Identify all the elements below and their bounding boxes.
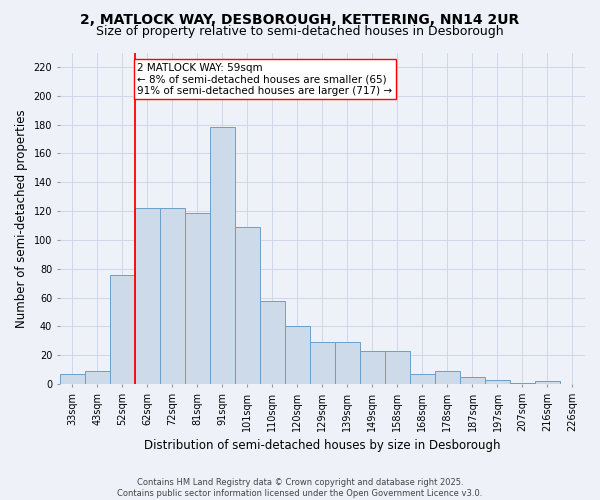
Text: 2 MATLOCK WAY: 59sqm
← 8% of semi-detached houses are smaller (65)
91% of semi-d: 2 MATLOCK WAY: 59sqm ← 8% of semi-detach… [137, 62, 392, 96]
Text: 2, MATLOCK WAY, DESBOROUGH, KETTERING, NN14 2UR: 2, MATLOCK WAY, DESBOROUGH, KETTERING, N… [80, 12, 520, 26]
Bar [160, 208, 185, 384]
Bar [385, 351, 410, 384]
Bar [360, 351, 385, 384]
Bar [210, 128, 235, 384]
Bar [260, 300, 285, 384]
Text: Contains HM Land Registry data © Crown copyright and database right 2025.
Contai: Contains HM Land Registry data © Crown c… [118, 478, 482, 498]
Bar [85, 371, 110, 384]
Bar [410, 374, 435, 384]
Text: Size of property relative to semi-detached houses in Desborough: Size of property relative to semi-detach… [96, 25, 504, 38]
Bar [235, 227, 260, 384]
Bar [435, 371, 460, 384]
Bar [285, 326, 310, 384]
Bar [510, 382, 535, 384]
X-axis label: Distribution of semi-detached houses by size in Desborough: Distribution of semi-detached houses by … [144, 440, 500, 452]
Bar [485, 380, 510, 384]
Bar [135, 208, 160, 384]
Bar [535, 382, 560, 384]
Bar [335, 342, 360, 384]
Bar [310, 342, 335, 384]
Bar [110, 274, 135, 384]
Bar [60, 374, 85, 384]
Y-axis label: Number of semi-detached properties: Number of semi-detached properties [15, 109, 28, 328]
Bar [460, 377, 485, 384]
Bar [185, 212, 210, 384]
